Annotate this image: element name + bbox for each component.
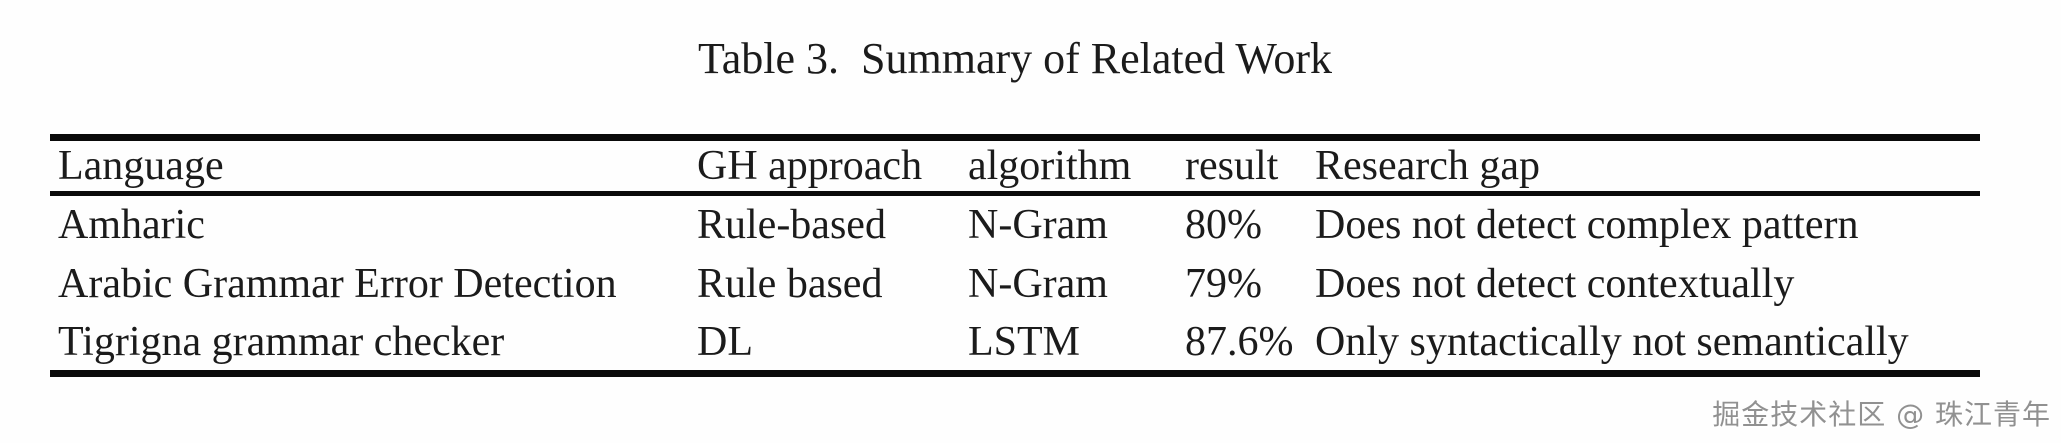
header-algorithm: algorithm bbox=[968, 143, 1132, 189]
cell-gh-approach: Rule based bbox=[697, 260, 883, 307]
table-row: Amharic Rule-based N-Gram 80% Does not d… bbox=[50, 194, 1980, 254]
header-gh-approach: GH approach bbox=[697, 143, 923, 189]
cell-result: 80% bbox=[1185, 201, 1262, 248]
cell-result: 87.6% bbox=[1185, 318, 1294, 365]
header-research-gap: Research gap bbox=[1315, 143, 1541, 189]
cell-gh-approach: Rule-based bbox=[697, 201, 886, 248]
table-row: Arabic Grammar Error Detection Rule base… bbox=[50, 254, 1980, 314]
header-result: result bbox=[1185, 143, 1279, 189]
cell-result: 79% bbox=[1185, 260, 1262, 307]
cell-language: Tigrigna grammar checker bbox=[58, 318, 505, 365]
related-work-table: Language GH approach algorithm result Re… bbox=[50, 134, 1980, 377]
cell-research-gap: Only syntactically not semantically bbox=[1315, 318, 1909, 365]
cell-algorithm: N-Gram bbox=[968, 201, 1108, 248]
header-language: Language bbox=[58, 143, 224, 189]
cell-language: Arabic Grammar Error Detection bbox=[58, 260, 617, 307]
table-row: Tigrigna grammar checker DL LSTM 87.6% O… bbox=[50, 314, 1980, 374]
cell-algorithm: LSTM bbox=[968, 318, 1081, 365]
table-caption: Table 3. Summary of Related Work bbox=[697, 34, 1333, 83]
cell-language: Amharic bbox=[58, 201, 205, 248]
juejin-watermark: 掘金技术社区 @ 珠江青年 bbox=[1712, 398, 2051, 431]
cell-research-gap: Does not detect contextually bbox=[1315, 260, 1795, 307]
cell-research-gap: Does not detect complex pattern bbox=[1315, 201, 1859, 248]
table-header-row: Language GH approach algorithm result Re… bbox=[50, 138, 1980, 194]
cell-gh-approach: DL bbox=[697, 318, 753, 365]
cell-algorithm: N-Gram bbox=[968, 260, 1108, 307]
